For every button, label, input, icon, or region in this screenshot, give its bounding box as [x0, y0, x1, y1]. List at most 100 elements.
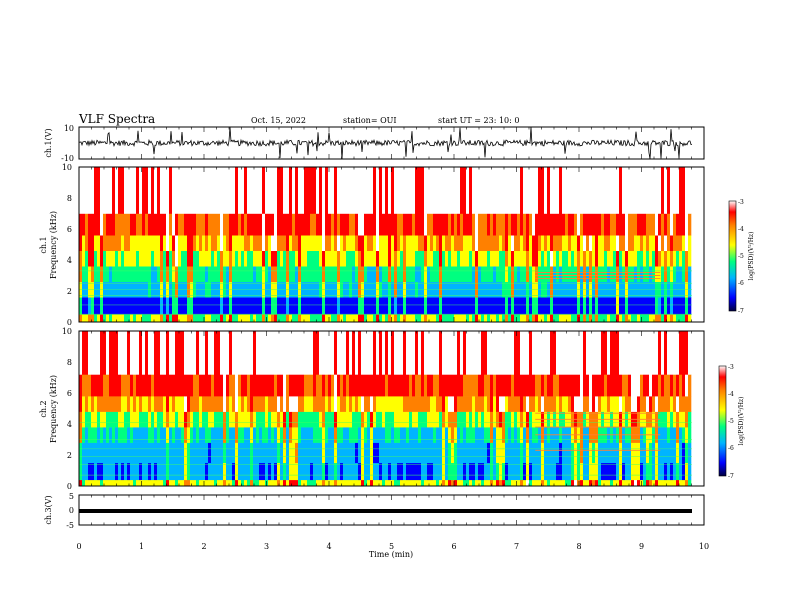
spectrogram-cell — [622, 479, 626, 487]
spectrogram-cell — [562, 314, 566, 323]
spectrogram-cell — [187, 235, 191, 251]
spectrogram-cell — [574, 396, 578, 412]
spectrogram-cell — [592, 331, 596, 375]
spectrogram-cell — [304, 411, 308, 428]
x-tick-label-2: 2 — [201, 542, 206, 551]
spectrogram-cell — [271, 462, 275, 481]
spectrogram-cell — [655, 314, 659, 323]
spectrogram-cell — [193, 411, 197, 428]
spectrogram-cell — [193, 462, 197, 481]
spectrogram-cell — [400, 479, 404, 487]
spectrogram-cell — [340, 213, 344, 236]
spectrogram-cell — [484, 462, 488, 481]
spectrogram-cell — [412, 411, 416, 428]
spectrogram-cell — [400, 314, 404, 323]
spectrogram-cell — [343, 462, 347, 481]
spectrogram-cell — [274, 167, 278, 214]
spectrogram-cell — [355, 396, 359, 412]
spectrogram-cell — [193, 314, 197, 323]
spectrogram-cell — [85, 314, 89, 323]
spectrogram-cell — [643, 314, 647, 323]
spectrogram-cell — [457, 411, 461, 428]
spectrogram-cell — [553, 235, 557, 251]
spectrogram-cell — [514, 235, 518, 251]
spectrogram-cell — [451, 314, 455, 323]
spectrogram-cell — [547, 213, 551, 236]
spectrogram-cell — [229, 396, 233, 412]
spectrogram-cell — [160, 442, 164, 464]
spectrogram-cell — [211, 250, 215, 267]
spectrogram-cell — [649, 297, 653, 315]
spectrogram-cell — [520, 213, 524, 236]
spectrogram-cell — [388, 250, 392, 267]
spectrogram-cell — [430, 314, 434, 323]
spectrogram-cell — [490, 213, 494, 236]
ch2-colorbar-tick-m5: -5 — [728, 418, 734, 425]
spectrogram-cell — [103, 479, 107, 487]
spectrogram-cell — [469, 297, 473, 315]
spectrogram-cell — [520, 479, 524, 487]
spectrogram-cell — [139, 297, 143, 315]
spectrogram-cell — [523, 442, 527, 464]
ch1-colorbar-tick-m3: -3 — [738, 199, 744, 206]
spectrogram-cell — [82, 297, 86, 315]
spectrogram-cell — [466, 331, 470, 375]
spectrogram-cell — [370, 442, 374, 464]
spectrogram-cell — [670, 462, 674, 481]
spectrogram-cell — [412, 167, 416, 214]
spectrogram-cell — [478, 213, 482, 236]
spectrogram-cell — [526, 411, 530, 428]
spectrogram-cell — [292, 297, 296, 315]
spectrogram-cell — [154, 411, 158, 428]
spectrogram-cell — [685, 167, 689, 214]
spectrogram-cell — [142, 374, 146, 397]
spectrogram-cell — [544, 462, 548, 481]
spectrogram-cell — [547, 374, 551, 397]
spectrogram-cell — [667, 331, 671, 375]
spectrogram-cell — [550, 374, 554, 397]
spectrogram-cell — [640, 442, 644, 464]
spectrogram-cell — [316, 427, 320, 443]
spectrogram-cell — [643, 396, 647, 412]
spectrogram-cell — [385, 442, 389, 464]
spectrogram-cell — [190, 250, 194, 267]
spectrogram-cell — [505, 266, 509, 282]
spectrogram-cell — [553, 297, 557, 315]
spectrogram-cell — [658, 374, 662, 397]
spectrogram-cell — [232, 314, 236, 323]
spectrogram-cell — [391, 213, 395, 236]
spectrogram-cell — [310, 411, 314, 428]
spectrogram-cell — [676, 442, 680, 464]
spectrogram-cell — [364, 479, 368, 487]
spectrogram-cell — [82, 331, 86, 375]
spectrogram-cell — [199, 396, 203, 412]
spectrogram-cell — [337, 213, 341, 236]
spectrogram-cell — [454, 167, 458, 214]
spectrogram-cell — [652, 250, 656, 267]
spectrogram-cell — [658, 314, 662, 323]
spectrogram-cell — [412, 396, 416, 412]
spectrogram-cell — [445, 250, 449, 267]
spectrogram-cell — [406, 266, 410, 282]
spectrogram-cell — [664, 427, 668, 443]
spectrogram-cell — [445, 314, 449, 323]
spectrogram-cell — [412, 250, 416, 267]
spectrogram-cell — [427, 331, 431, 375]
spectrogram-cell — [601, 314, 605, 323]
spectrogram-cell — [577, 297, 581, 315]
spectrogram-cell — [328, 297, 332, 315]
spectrogram-cell — [670, 442, 674, 464]
spectrogram-cell — [622, 462, 626, 481]
spectrogram-cell — [172, 314, 176, 323]
spectrogram-cell — [394, 331, 398, 375]
ch1-colorbar-tick-m5: -5 — [738, 253, 744, 260]
spectrogram-cell — [112, 374, 116, 397]
spectrogram-cell — [106, 427, 110, 443]
spectrogram-cell — [529, 235, 533, 251]
spectrogram-cell — [427, 479, 431, 487]
spectrogram-cell — [535, 266, 539, 282]
spectrogram-cell — [424, 462, 428, 481]
spectrogram-cell — [403, 297, 407, 315]
spectrogram-cell — [157, 266, 161, 282]
spectrogram-cell — [295, 479, 299, 487]
